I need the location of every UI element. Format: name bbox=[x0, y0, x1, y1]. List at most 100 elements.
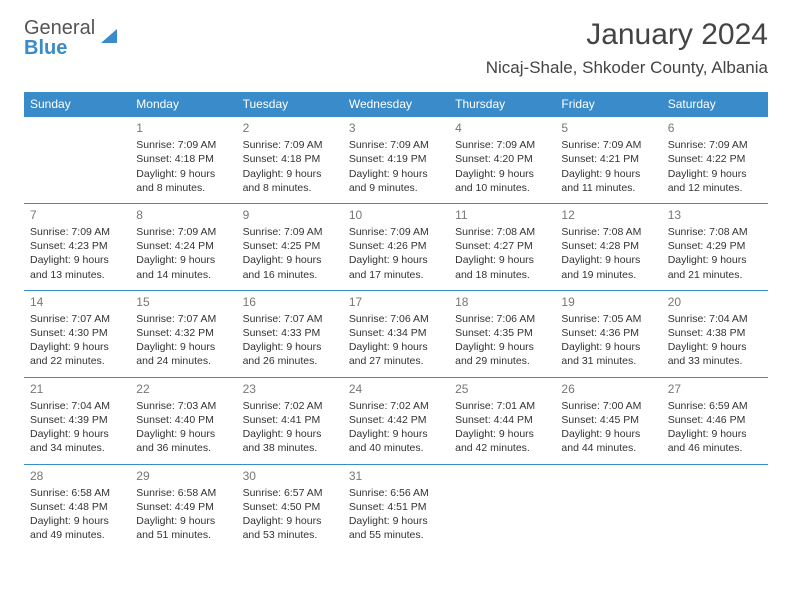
day-number: 29 bbox=[136, 468, 230, 484]
day-number: 25 bbox=[455, 381, 549, 397]
logo-line2: Blue bbox=[24, 38, 95, 58]
day-number: 12 bbox=[561, 207, 655, 223]
day-sr: Sunrise: 7:09 AM bbox=[243, 225, 337, 239]
day-sr: Sunrise: 7:02 AM bbox=[243, 399, 337, 413]
day-dl2: and 51 minutes. bbox=[136, 528, 230, 542]
day-cell: 7Sunrise: 7:09 AMSunset: 4:23 PMDaylight… bbox=[24, 203, 130, 290]
title-block: January 2024 Nicaj-Shale, Shkoder County… bbox=[486, 18, 768, 78]
day-dl2: and 24 minutes. bbox=[136, 354, 230, 368]
logo-triangle-icon bbox=[99, 25, 121, 52]
day-dl2: and 33 minutes. bbox=[668, 354, 762, 368]
day-dl2: and 18 minutes. bbox=[455, 268, 549, 282]
day-cell: 31Sunrise: 6:56 AMSunset: 4:51 PMDayligh… bbox=[343, 464, 449, 550]
day-sr: Sunrise: 7:09 AM bbox=[349, 225, 443, 239]
day-cell: 16 Sunrise: 7:07 AMSunset: 4:33 PMDayligh… bbox=[237, 290, 343, 377]
day-dl1: Daylight: 9 hours bbox=[349, 253, 443, 267]
day-number: 20 bbox=[668, 294, 762, 310]
day-ss: Sunset: 4:33 PM bbox=[243, 326, 337, 340]
day-sr: Sunrise: 7:07 AM bbox=[243, 312, 337, 326]
day-dl1: Daylight: 9 hours bbox=[561, 167, 655, 181]
day-cell: 5Sunrise: 7:09 AMSunset: 4:21 PMDaylight… bbox=[555, 117, 661, 204]
day-cell: 20Sunrise: 7:04 AMSunset: 4:38 PMDayligh… bbox=[662, 290, 768, 377]
day-sr: Sunrise: 7:09 AM bbox=[136, 138, 230, 152]
day-dl1: Daylight: 9 hours bbox=[243, 340, 337, 354]
day-dl1: Daylight: 9 hours bbox=[136, 340, 230, 354]
day-cell: 17Sunrise: 7:06 AMSunset: 4:34 PMDayligh… bbox=[343, 290, 449, 377]
day-ss: Sunset: 4:35 PM bbox=[455, 326, 549, 340]
day-dl2: and 10 minutes. bbox=[455, 181, 549, 195]
day-ss: Sunset: 4:28 PM bbox=[561, 239, 655, 253]
day-ss: Sunset: 4:19 PM bbox=[349, 152, 443, 166]
day-sr: Sunrise: 7:04 AM bbox=[30, 399, 124, 413]
day-number: 11 bbox=[455, 207, 549, 223]
day-cell: 4Sunrise: 7:09 AMSunset: 4:20 PMDaylight… bbox=[449, 117, 555, 204]
day-dl2: and 46 minutes. bbox=[668, 441, 762, 455]
day-dl2: and 40 minutes. bbox=[349, 441, 443, 455]
day-ss: Sunset: 4:18 PM bbox=[243, 152, 337, 166]
day-ss: Sunset: 4:24 PM bbox=[136, 239, 230, 253]
day-sr: Sunrise: 6:56 AM bbox=[349, 486, 443, 500]
location: Nicaj-Shale, Shkoder County, Albania bbox=[486, 58, 768, 78]
week-row: 14Sunrise: 7:07 AMSunset: 4:30 PMDayligh… bbox=[24, 290, 768, 377]
day-sr: Sunrise: 6:58 AM bbox=[136, 486, 230, 500]
week-row: 1Sunrise: 7:09 AMSunset: 4:18 PMDaylight… bbox=[24, 117, 768, 204]
day-cell: 2 Sunrise: 7:09 AMSunset: 4:18 PMDaylight… bbox=[237, 117, 343, 204]
day-ss: Sunset: 4:51 PM bbox=[349, 500, 443, 514]
day-cell: 6Sunrise: 7:09 AMSunset: 4:22 PMDaylight… bbox=[662, 117, 768, 204]
logo-line1: General bbox=[24, 18, 95, 38]
day-sr: Sunrise: 7:08 AM bbox=[561, 225, 655, 239]
day-cell: 30Sunrise: 6:57 AMSunset: 4:50 PMDayligh… bbox=[237, 464, 343, 550]
day-sr: Sunrise: 7:06 AM bbox=[349, 312, 443, 326]
day-sr: Sunrise: 7:09 AM bbox=[243, 138, 337, 152]
day-cell: 13Sunrise: 7:08 AMSunset: 4:29 PMDayligh… bbox=[662, 203, 768, 290]
day-sr: Sunrise: 7:00 AM bbox=[561, 399, 655, 413]
day-number: 16 bbox=[243, 294, 337, 310]
week-row: 28Sunrise: 6:58 AMSunset: 4:48 PMDayligh… bbox=[24, 464, 768, 550]
day-dl2: and 53 minutes. bbox=[243, 528, 337, 542]
dayhead-mon: Monday bbox=[130, 92, 236, 117]
day-sr: Sunrise: 7:01 AM bbox=[455, 399, 549, 413]
day-cell: 15Sunrise: 7:07 AMSunset: 4:32 PMDayligh… bbox=[130, 290, 236, 377]
day-cell: 10Sunrise: 7:09 AMSunset: 4:26 PMDayligh… bbox=[343, 203, 449, 290]
day-ss: Sunset: 4:22 PM bbox=[668, 152, 762, 166]
day-number: 1 bbox=[136, 120, 230, 136]
day-dl1: Daylight: 9 hours bbox=[668, 253, 762, 267]
day-number: 8 bbox=[136, 207, 230, 223]
day-cell bbox=[24, 117, 130, 204]
day-cell bbox=[449, 464, 555, 550]
day-dl2: and 26 minutes. bbox=[243, 354, 337, 368]
day-ss: Sunset: 4:34 PM bbox=[349, 326, 443, 340]
day-dl2: and 12 minutes. bbox=[668, 181, 762, 195]
day-number: 2 bbox=[243, 120, 337, 136]
day-number: 27 bbox=[668, 381, 762, 397]
day-dl2: and 29 minutes. bbox=[455, 354, 549, 368]
day-cell: 9Sunrise: 7:09 AMSunset: 4:25 PMDaylight… bbox=[237, 203, 343, 290]
day-number: 3 bbox=[349, 120, 443, 136]
header: General Blue January 2024 Nicaj-Shale, S… bbox=[24, 18, 768, 78]
day-cell: 19Sunrise: 7:05 AMSunset: 4:36 PMDayligh… bbox=[555, 290, 661, 377]
day-dl1: Daylight: 9 hours bbox=[243, 167, 337, 181]
day-cell: 25Sunrise: 7:01 AMSunset: 4:44 PMDayligh… bbox=[449, 377, 555, 464]
day-ss: Sunset: 4:21 PM bbox=[561, 152, 655, 166]
day-dl1: Daylight: 9 hours bbox=[243, 427, 337, 441]
day-cell bbox=[662, 464, 768, 550]
day-sr: Sunrise: 7:09 AM bbox=[30, 225, 124, 239]
day-number: 23 bbox=[243, 381, 337, 397]
day-number: 4 bbox=[455, 120, 549, 136]
day-number: 7 bbox=[30, 207, 124, 223]
day-cell: 1Sunrise: 7:09 AMSunset: 4:18 PMDaylight… bbox=[130, 117, 236, 204]
day-sr: Sunrise: 7:05 AM bbox=[561, 312, 655, 326]
dayhead-sat: Saturday bbox=[662, 92, 768, 117]
day-dl2: and 36 minutes. bbox=[136, 441, 230, 455]
day-ss: Sunset: 4:36 PM bbox=[561, 326, 655, 340]
day-ss: Sunset: 4:48 PM bbox=[30, 500, 124, 514]
day-cell: 29Sunrise: 6:58 AMSunset: 4:49 PMDayligh… bbox=[130, 464, 236, 550]
month-title: January 2024 bbox=[486, 18, 768, 52]
day-sr: Sunrise: 7:08 AM bbox=[668, 225, 762, 239]
day-ss: Sunset: 4:18 PM bbox=[136, 152, 230, 166]
day-number: 26 bbox=[561, 381, 655, 397]
day-dl2: and 42 minutes. bbox=[455, 441, 549, 455]
day-dl1: Daylight: 9 hours bbox=[30, 253, 124, 267]
day-number: 14 bbox=[30, 294, 124, 310]
day-sr: Sunrise: 7:06 AM bbox=[455, 312, 549, 326]
